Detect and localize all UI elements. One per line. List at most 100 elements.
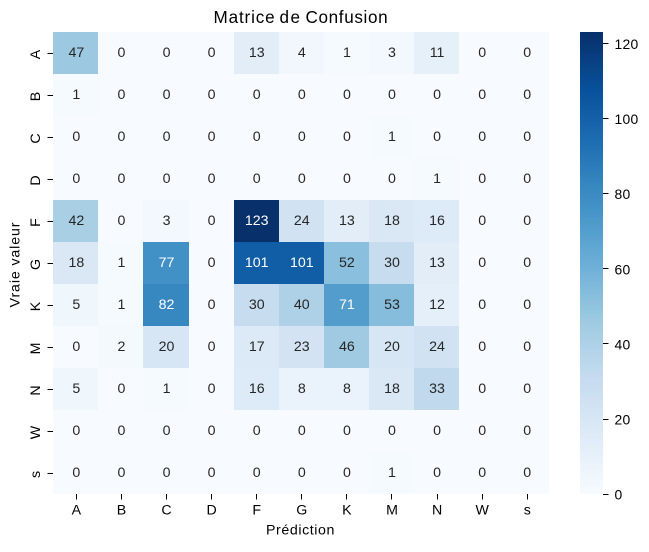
svg-text:M: M <box>386 503 398 519</box>
svg-text:1: 1 <box>388 129 396 145</box>
svg-text:G: G <box>296 503 307 519</box>
svg-text:1: 1 <box>343 45 351 61</box>
svg-text:0: 0 <box>208 171 216 187</box>
svg-text:0: 0 <box>72 129 80 145</box>
svg-text:16: 16 <box>429 213 445 229</box>
svg-text:0: 0 <box>117 87 125 103</box>
svg-text:0: 0 <box>208 465 216 481</box>
svg-text:18: 18 <box>384 213 400 229</box>
svg-text:C: C <box>28 133 44 143</box>
svg-text:18: 18 <box>384 381 400 397</box>
svg-text:3: 3 <box>388 45 396 61</box>
svg-text:1: 1 <box>388 465 396 481</box>
svg-text:1: 1 <box>163 381 171 397</box>
svg-text:53: 53 <box>384 297 400 313</box>
svg-text:s: s <box>28 471 44 478</box>
svg-text:0: 0 <box>523 423 531 439</box>
svg-text:0: 0 <box>478 255 486 271</box>
svg-text:0: 0 <box>523 381 531 397</box>
svg-text:0: 0 <box>478 297 486 313</box>
svg-text:D: D <box>206 503 216 519</box>
svg-text:0: 0 <box>523 255 531 271</box>
svg-text:0: 0 <box>433 423 441 439</box>
svg-text:W: W <box>475 503 489 519</box>
svg-text:0: 0 <box>343 423 351 439</box>
svg-text:0: 0 <box>163 45 171 61</box>
svg-text:s: s <box>524 503 531 519</box>
svg-text:24: 24 <box>294 213 310 229</box>
svg-text:0: 0 <box>253 171 261 187</box>
svg-text:46: 46 <box>339 339 355 355</box>
svg-text:33: 33 <box>429 381 445 397</box>
svg-text:1: 1 <box>72 87 80 103</box>
svg-text:Prédiction: Prédiction <box>266 523 335 539</box>
svg-text:13: 13 <box>339 213 355 229</box>
svg-text:0: 0 <box>72 465 80 481</box>
svg-text:0: 0 <box>478 381 486 397</box>
svg-text:0: 0 <box>208 213 216 229</box>
svg-text:0: 0 <box>523 213 531 229</box>
svg-text:0: 0 <box>163 465 171 481</box>
svg-text:24: 24 <box>429 339 445 355</box>
svg-text:12: 12 <box>429 297 445 313</box>
svg-text:0: 0 <box>343 87 351 103</box>
svg-text:0: 0 <box>208 255 216 271</box>
svg-text:13: 13 <box>429 255 445 271</box>
svg-text:47: 47 <box>68 45 84 61</box>
svg-text:G: G <box>28 259 44 270</box>
svg-text:0: 0 <box>388 423 396 439</box>
svg-text:F: F <box>252 503 261 519</box>
svg-text:8: 8 <box>343 381 351 397</box>
svg-text:0: 0 <box>208 87 216 103</box>
svg-text:77: 77 <box>159 255 175 271</box>
svg-text:3: 3 <box>163 213 171 229</box>
svg-text:0: 0 <box>298 423 306 439</box>
svg-text:0: 0 <box>208 45 216 61</box>
svg-text:0: 0 <box>208 297 216 313</box>
svg-text:20: 20 <box>615 412 631 428</box>
svg-text:0: 0 <box>388 171 396 187</box>
svg-text:0: 0 <box>298 87 306 103</box>
svg-text:100: 100 <box>615 111 639 127</box>
svg-text:0: 0 <box>117 171 125 187</box>
svg-text:42: 42 <box>68 213 84 229</box>
svg-text:4: 4 <box>298 45 306 61</box>
svg-text:8: 8 <box>298 381 306 397</box>
svg-text:20: 20 <box>159 339 175 355</box>
svg-text:30: 30 <box>384 255 400 271</box>
svg-text:0: 0 <box>208 381 216 397</box>
svg-text:52: 52 <box>339 255 355 271</box>
svg-text:0: 0 <box>478 465 486 481</box>
svg-text:2: 2 <box>117 339 125 355</box>
svg-text:0: 0 <box>253 423 261 439</box>
svg-text:0: 0 <box>253 87 261 103</box>
svg-text:13: 13 <box>249 45 265 61</box>
svg-text:1: 1 <box>433 171 441 187</box>
svg-text:0: 0 <box>523 171 531 187</box>
svg-text:K: K <box>342 503 352 519</box>
svg-text:1: 1 <box>117 297 125 313</box>
svg-text:M: M <box>28 343 44 355</box>
svg-text:0: 0 <box>72 171 80 187</box>
svg-text:30: 30 <box>249 297 265 313</box>
svg-text:0: 0 <box>117 213 125 229</box>
svg-text:0: 0 <box>523 297 531 313</box>
svg-text:0: 0 <box>163 129 171 145</box>
svg-text:0: 0 <box>163 171 171 187</box>
svg-text:0: 0 <box>523 87 531 103</box>
svg-text:0: 0 <box>388 87 396 103</box>
svg-text:C: C <box>161 503 171 519</box>
svg-text:0: 0 <box>72 423 80 439</box>
svg-text:40: 40 <box>615 336 631 352</box>
svg-text:0: 0 <box>478 213 486 229</box>
svg-text:0: 0 <box>117 381 125 397</box>
svg-text:123: 123 <box>245 213 269 229</box>
svg-text:0: 0 <box>208 339 216 355</box>
svg-text:D: D <box>28 175 44 185</box>
svg-text:0: 0 <box>117 129 125 145</box>
svg-text:Vraie valeur: Vraie valeur <box>8 222 24 308</box>
svg-text:0: 0 <box>72 339 80 355</box>
svg-text:A: A <box>28 49 44 59</box>
svg-text:W: W <box>28 425 44 439</box>
svg-text:0: 0 <box>298 171 306 187</box>
